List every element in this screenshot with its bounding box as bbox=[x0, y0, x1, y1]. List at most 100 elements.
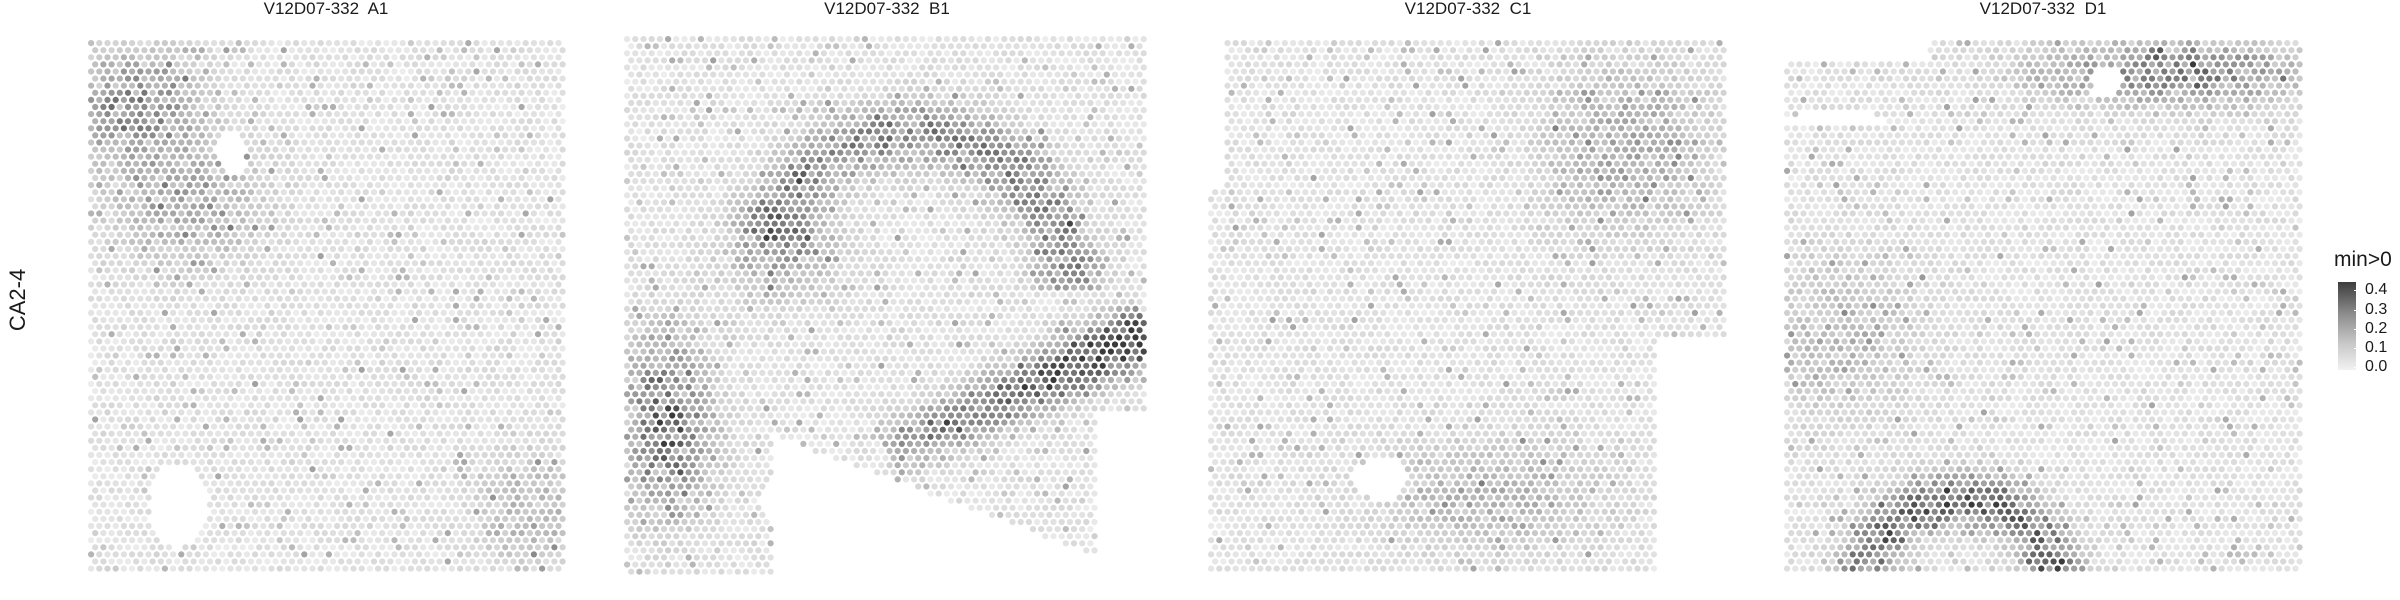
spot bbox=[1013, 71, 1020, 78]
spot bbox=[112, 82, 119, 89]
spot bbox=[120, 54, 127, 61]
spot bbox=[202, 182, 209, 189]
spot bbox=[972, 57, 979, 64]
spot bbox=[559, 132, 566, 139]
spot bbox=[338, 515, 345, 523]
spot bbox=[104, 451, 111, 459]
spot bbox=[489, 451, 496, 459]
spot bbox=[297, 430, 304, 437]
spot bbox=[510, 47, 517, 54]
spot bbox=[133, 189, 140, 196]
spot bbox=[116, 501, 123, 508]
spot bbox=[481, 68, 488, 75]
spot bbox=[165, 132, 173, 139]
spot bbox=[898, 43, 905, 50]
spot bbox=[534, 402, 542, 409]
spot bbox=[350, 451, 357, 459]
spot bbox=[742, 114, 750, 121]
spot bbox=[272, 189, 279, 196]
spot bbox=[755, 92, 762, 99]
spot bbox=[141, 430, 148, 437]
spot bbox=[305, 487, 312, 494]
spot bbox=[124, 217, 132, 224]
spot bbox=[153, 68, 160, 75]
spot bbox=[120, 267, 127, 274]
spot bbox=[469, 231, 476, 238]
spot bbox=[808, 99, 815, 107]
spot bbox=[362, 331, 369, 338]
spot bbox=[120, 167, 127, 174]
spot bbox=[477, 530, 484, 537]
spot bbox=[547, 281, 554, 288]
spot bbox=[247, 118, 255, 125]
spot bbox=[137, 96, 144, 103]
spot bbox=[1070, 71, 1078, 78]
spot bbox=[555, 281, 562, 288]
spot bbox=[252, 309, 259, 316]
spot bbox=[342, 451, 349, 459]
spot bbox=[338, 473, 345, 480]
spot bbox=[943, 78, 950, 85]
spot bbox=[522, 111, 529, 118]
spot bbox=[747, 78, 754, 85]
spot bbox=[120, 551, 127, 558]
spot bbox=[1083, 92, 1090, 99]
spot bbox=[194, 40, 201, 47]
spot bbox=[198, 203, 205, 210]
spot bbox=[174, 132, 181, 139]
spot bbox=[424, 466, 431, 473]
spot bbox=[469, 146, 476, 153]
spot bbox=[350, 139, 357, 146]
spot bbox=[305, 359, 312, 366]
spot bbox=[493, 416, 501, 423]
spot bbox=[416, 551, 423, 558]
spot bbox=[539, 522, 546, 530]
spot bbox=[485, 274, 492, 281]
spot bbox=[198, 174, 205, 182]
spot bbox=[153, 96, 160, 103]
spot bbox=[239, 487, 246, 494]
spot bbox=[461, 302, 468, 309]
spot bbox=[206, 189, 214, 196]
spot bbox=[260, 338, 267, 345]
spot bbox=[161, 68, 168, 75]
spot bbox=[461, 331, 468, 338]
spot bbox=[436, 47, 443, 54]
spot bbox=[198, 416, 205, 423]
spot bbox=[403, 260, 410, 267]
spot bbox=[559, 402, 566, 409]
spot bbox=[526, 274, 533, 281]
spot bbox=[391, 54, 398, 61]
spot bbox=[149, 302, 156, 309]
spot bbox=[489, 466, 496, 473]
spot bbox=[820, 36, 827, 43]
spot bbox=[124, 260, 132, 267]
spot bbox=[202, 295, 209, 302]
spot bbox=[547, 395, 554, 402]
spot bbox=[391, 182, 398, 189]
spot bbox=[440, 253, 447, 260]
spot bbox=[104, 125, 111, 132]
spot bbox=[227, 40, 234, 47]
spot bbox=[1111, 85, 1119, 92]
spot bbox=[383, 96, 390, 103]
spot bbox=[243, 395, 250, 402]
spot bbox=[350, 380, 357, 388]
spot bbox=[325, 395, 332, 402]
spot bbox=[211, 565, 218, 572]
spot bbox=[1001, 107, 1008, 114]
spot bbox=[383, 68, 390, 75]
spot bbox=[428, 473, 435, 480]
spot bbox=[276, 451, 283, 459]
spot bbox=[202, 139, 209, 146]
spot bbox=[543, 345, 550, 352]
spot bbox=[403, 515, 410, 523]
spot bbox=[411, 515, 419, 523]
spot bbox=[202, 267, 209, 274]
spot bbox=[235, 352, 242, 359]
spot bbox=[436, 530, 443, 537]
spot bbox=[264, 501, 271, 508]
spot bbox=[293, 210, 300, 217]
spot bbox=[461, 103, 468, 111]
spot bbox=[313, 359, 320, 366]
